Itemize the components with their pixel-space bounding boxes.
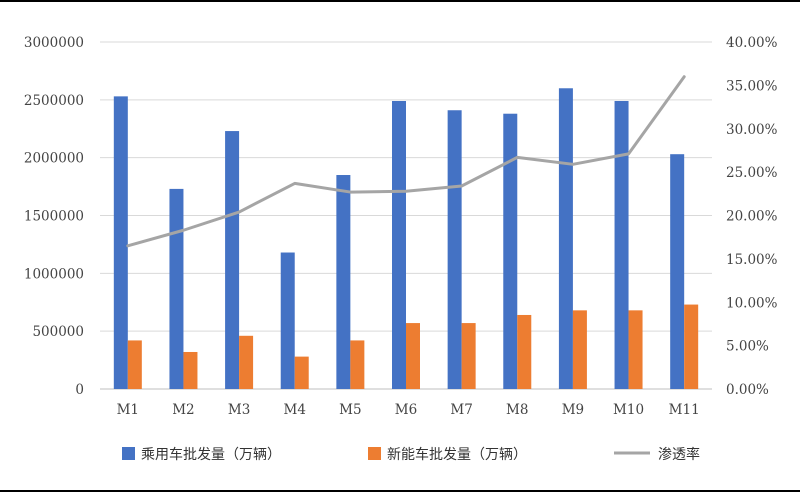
x-tick-label: M11 — [669, 402, 700, 418]
category-axis-ticks: M1 M2 M3 M4 M5 M6 M7 M8 M9 M10 M11 — [117, 402, 700, 418]
legend-label: 渗透率 — [658, 446, 700, 463]
y-right-tick-label: 20.00% — [726, 209, 778, 225]
bar-nev-M11 — [684, 304, 699, 389]
x-tick-label: M8 — [506, 402, 528, 418]
bar-passenger-M6 — [392, 100, 406, 390]
legend-swatch — [368, 447, 381, 460]
legend-swatch — [122, 447, 135, 460]
y-left-tick-label: 1000000 — [24, 266, 84, 282]
bottom-rule — [0, 490, 800, 492]
bar-marks — [113, 88, 699, 390]
y-right-tick-label: 0.00% — [726, 382, 769, 398]
bar-passenger-M3 — [225, 131, 240, 389]
x-tick-label: M4 — [284, 402, 306, 418]
bar-passenger-M8 — [503, 113, 518, 390]
bar-passenger-M11 — [670, 154, 685, 389]
legend-label: 乘用车批发量（万辆） — [141, 446, 281, 463]
x-tick-label: M6 — [395, 402, 417, 418]
bar-nev-M1 — [127, 340, 142, 389]
y-right-tick-label: 15.00% — [726, 252, 778, 268]
y-left-tick-label: 3000000 — [24, 35, 84, 51]
y-left-tick-label: 0 — [75, 382, 84, 398]
x-tick-label: M5 — [339, 402, 361, 418]
y-left-tick-label: 2500000 — [24, 93, 84, 109]
bar-passenger-M4 — [280, 252, 295, 389]
left-axis-ticks: 0 500000 1000000 1500000 2000000 2500000 30000… — [24, 35, 84, 398]
x-tick-label: M9 — [562, 402, 584, 418]
bar-nev-M7 — [461, 323, 476, 389]
y-right-tick-label: 40.00% — [726, 35, 778, 51]
bar-passenger-M10 — [614, 100, 629, 390]
bar-passenger-M9 — [558, 88, 573, 390]
legend-label: 新能车批发量（万辆） — [387, 446, 527, 463]
y-right-tick-label: 35.00% — [726, 78, 778, 94]
bar-nev-M3 — [239, 335, 254, 389]
top-rule — [0, 0, 800, 2]
bar-passenger-M1 — [113, 96, 128, 389]
bar-passenger-M7 — [447, 110, 462, 389]
bar-nev-M4 — [294, 356, 309, 389]
legend: 乘用车批发量（万辆） 新能车批发量（万辆） 渗透率 — [122, 446, 700, 463]
y-right-tick-label: 30.00% — [726, 122, 778, 138]
y-right-tick-label: 5.00% — [726, 339, 769, 355]
bar-nev-M10 — [628, 310, 643, 389]
bar-nev-M2 — [183, 351, 198, 389]
bar-passenger-M5 — [336, 175, 351, 389]
y-right-tick-label: 10.00% — [726, 295, 778, 311]
bar-nev-M8 — [517, 314, 532, 389]
y-right-tick-label: 25.00% — [726, 165, 778, 181]
bar-passenger-M2 — [169, 188, 184, 389]
y-left-tick-label: 1500000 — [24, 209, 84, 225]
bar-nev-M5 — [350, 340, 365, 389]
x-tick-label: M3 — [228, 402, 250, 418]
y-left-tick-label: 2000000 — [24, 151, 84, 167]
bar-nev-M6 — [406, 323, 420, 389]
y-left-tick-label: 500000 — [32, 324, 84, 340]
x-tick-label: M7 — [450, 402, 472, 418]
line-series — [126, 75, 686, 248]
bar-nev-M9 — [572, 310, 587, 389]
x-tick-label: M1 — [117, 402, 139, 418]
right-axis-ticks: 0.00% 5.00% 10.00% 15.00% 20.00% 25.00% 30.00%… — [726, 35, 778, 398]
x-tick-label: M10 — [613, 402, 644, 418]
x-tick-label: M2 — [172, 402, 194, 418]
